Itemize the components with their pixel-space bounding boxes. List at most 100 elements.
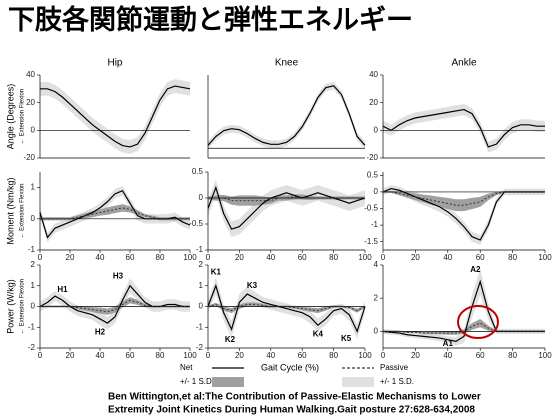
- y-tick-label: 40: [26, 70, 35, 79]
- sd-band: [208, 81, 365, 150]
- x-tick-label: 40: [96, 253, 105, 262]
- y-tick-label: 20: [369, 98, 378, 107]
- series-line: [382, 279, 545, 342]
- x-tick-label: 20: [411, 351, 420, 360]
- sd-band: [208, 302, 365, 314]
- series-line: [207, 85, 366, 146]
- legend-label: +/- 1 S.D.: [380, 377, 414, 386]
- row-label: Moment (Nm/kg): [5, 177, 15, 244]
- slide-title: 下肢各関節運動と弾性エネルギー: [8, 4, 413, 35]
- citation: Ben Wittington,et al:The Contribution of…: [108, 392, 481, 403]
- y-tick-label: 1: [31, 183, 36, 192]
- y-tick-label: -1: [196, 245, 204, 254]
- legend-label: +/- 1 S.D.: [180, 377, 214, 386]
- legend-label: Passive: [380, 363, 409, 372]
- sd-band: [40, 204, 190, 221]
- y-tick-label: 20: [26, 98, 35, 107]
- y-tick-label: -20: [23, 153, 35, 162]
- y-tick-label: -1: [28, 245, 36, 254]
- sd-band: [383, 104, 545, 153]
- y-tick-label: -1: [28, 322, 36, 331]
- x-axis-label: Gait Cycle (%): [261, 362, 319, 372]
- y-tick-label: -1: [196, 322, 204, 331]
- x-tick-label: 100: [358, 253, 372, 262]
- sd-band: [40, 79, 190, 154]
- row-label: Power (W/kg): [5, 279, 15, 334]
- x-tick-label: 0: [381, 351, 386, 360]
- x-tick-label: 100: [538, 351, 552, 360]
- annotation: K1: [211, 267, 222, 276]
- x-tick-label: 40: [266, 351, 275, 360]
- annotation: K5: [341, 334, 352, 343]
- annotation: H2: [95, 328, 106, 337]
- x-tick-label: 80: [156, 351, 165, 360]
- annotation: K2: [225, 335, 236, 344]
- x-tick-label: 0: [38, 253, 43, 262]
- series-line: [39, 284, 190, 324]
- y-tick-label: 0: [31, 302, 36, 311]
- y-tick-label: -2: [196, 343, 204, 352]
- annotation: K4: [313, 330, 324, 339]
- y-tick-label: 2: [31, 260, 36, 269]
- column-title: Hip: [107, 58, 122, 69]
- x-tick-label: 20: [66, 351, 75, 360]
- x-tick-label: 40: [266, 253, 275, 262]
- sd-band: [383, 190, 545, 212]
- x-tick-label: 80: [508, 351, 517, 360]
- highlight-circle: [457, 305, 499, 339]
- y-tick-label: -0.5: [189, 219, 203, 228]
- y-tick-label: 4: [374, 260, 379, 269]
- series-line: [207, 303, 366, 312]
- column-title: Knee: [275, 58, 299, 69]
- y-tick-label: 0: [374, 327, 379, 336]
- row-label: Angle (Degrees): [5, 84, 15, 150]
- y-tick-label: -20: [366, 153, 378, 162]
- series-line: [40, 85, 191, 148]
- legend-swatch: [342, 377, 374, 387]
- x-tick-label: 80: [329, 253, 338, 262]
- y-tick-label: -1: [371, 220, 379, 229]
- sd-band: [383, 318, 545, 335]
- x-tick-label: 40: [96, 351, 105, 360]
- annotation: A1: [443, 339, 454, 348]
- x-tick-label: 60: [476, 351, 485, 360]
- x-tick-label: 60: [126, 351, 135, 360]
- y-tick-label: 0.5: [367, 170, 379, 179]
- series-line: [383, 322, 545, 334]
- y-tick-label: -1.5: [364, 237, 378, 246]
- y-tick-label: 40: [369, 70, 378, 79]
- series-line: [382, 108, 545, 148]
- x-tick-label: 100: [538, 253, 552, 262]
- y-tick-label: 0.5: [192, 167, 204, 176]
- series-line: [39, 189, 191, 239]
- series-line: [207, 185, 366, 230]
- annotation: K3: [247, 281, 258, 290]
- series-line: [382, 187, 545, 241]
- y-tick-label: 2: [199, 260, 204, 269]
- x-tick-label: 0: [206, 351, 211, 360]
- x-tick-label: 60: [126, 253, 135, 262]
- x-tick-label: 100: [183, 253, 197, 262]
- column-title: Ankle: [451, 58, 476, 69]
- sd-band: [208, 179, 365, 237]
- x-tick-label: 40: [443, 351, 452, 360]
- x-tick-label: 0: [38, 351, 43, 360]
- row-sublabel: ← Extension Flexion: [20, 279, 26, 334]
- x-tick-label: 60: [476, 253, 485, 262]
- y-tick-label: 2: [374, 293, 379, 302]
- y-tick-label: 0: [199, 193, 204, 202]
- citation: Extremity Joint Kinetics During Human Wa…: [108, 405, 475, 416]
- legend-label: Net: [180, 363, 193, 372]
- y-tick-label: 1: [31, 281, 36, 290]
- x-tick-label: 80: [329, 351, 338, 360]
- x-tick-label: 80: [508, 253, 517, 262]
- legend-swatch: [212, 377, 244, 387]
- x-tick-label: 60: [298, 351, 307, 360]
- x-tick-label: 0: [381, 253, 386, 262]
- sd-band: [208, 194, 365, 206]
- y-tick-label: 0: [31, 125, 36, 134]
- y-tick-label: 0: [374, 125, 379, 134]
- y-tick-label: 1: [199, 281, 204, 290]
- y-tick-label: -0.5: [364, 204, 378, 213]
